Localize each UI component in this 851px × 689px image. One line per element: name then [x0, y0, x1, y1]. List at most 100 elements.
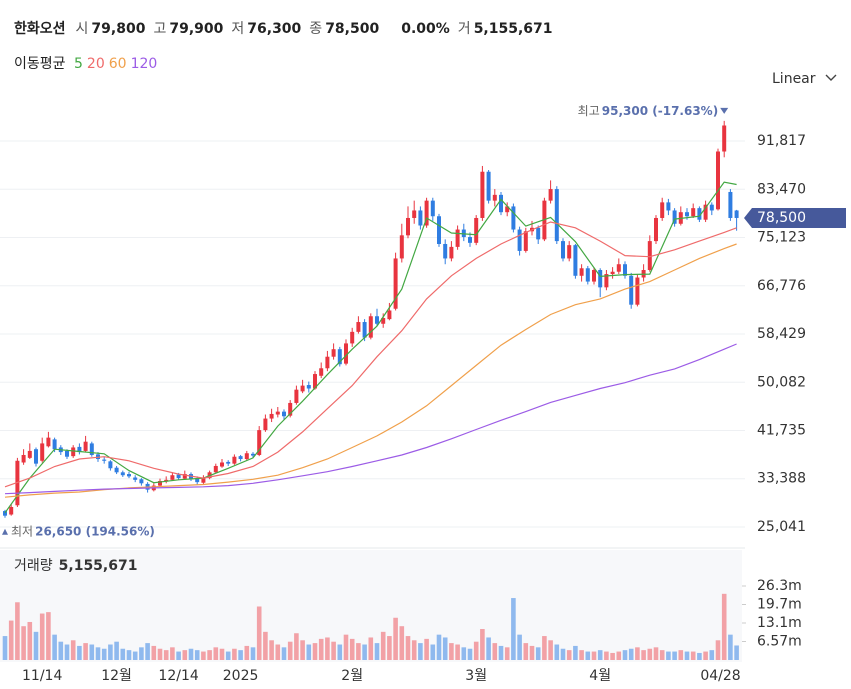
- volume-bar: [232, 648, 237, 660]
- volume-bar: [83, 643, 88, 660]
- candle-body: [306, 385, 311, 389]
- candle-body: [170, 475, 175, 480]
- y-tick-label: 83,470: [757, 181, 806, 197]
- volume-bar: [114, 641, 119, 660]
- chevron-icon: [825, 74, 837, 81]
- candle-body: [579, 268, 584, 276]
- volume-bar: [182, 650, 188, 660]
- candle-body: [406, 217, 410, 236]
- candle-body: [313, 374, 317, 389]
- volume-bar: [597, 650, 603, 660]
- volume-bar: [15, 602, 20, 660]
- ma-line: [4, 181, 737, 514]
- volume-value: 5,155,671: [473, 21, 553, 37]
- volume-bar: [287, 641, 293, 660]
- price-tag-label: 78,500: [757, 210, 806, 226]
- candle-body: [201, 477, 206, 483]
- volume-bar: [101, 648, 107, 660]
- candle-body: [511, 206, 516, 230]
- volume-bar: [8, 620, 14, 660]
- volume-bar: [275, 644, 281, 660]
- x-tick-label: 12월: [101, 668, 132, 684]
- volume-bar: [281, 647, 287, 660]
- volume-bar: [529, 645, 535, 660]
- volume-bar: [145, 643, 150, 660]
- volume-bar: [554, 644, 560, 660]
- candle-body: [567, 245, 572, 259]
- volume-bar: [411, 640, 417, 660]
- candle-body: [325, 356, 330, 369]
- candle-body: [9, 507, 14, 515]
- volume-bar: [170, 647, 175, 660]
- change-value: 0.00%: [401, 21, 450, 37]
- x-tick-label: 4월: [589, 668, 611, 684]
- volume-title-label: 거래량: [14, 558, 53, 574]
- volume-bar: [622, 650, 628, 660]
- volume-bar: [610, 652, 615, 660]
- volume-bar: [461, 647, 467, 660]
- volume-bar: [52, 634, 57, 660]
- ma-legend-entry[interactable]: 60: [108, 56, 127, 72]
- volume-bar: [449, 643, 454, 660]
- candle-body: [89, 443, 94, 455]
- ma-legend-entry[interactable]: 5: [73, 56, 83, 72]
- volume-bar: [573, 645, 578, 660]
- volume-bar: [163, 650, 169, 660]
- volume-bar: [349, 638, 355, 660]
- scale-button[interactable]: Linear: [772, 71, 837, 87]
- volume-bar: [2, 636, 8, 660]
- candle-body: [337, 349, 342, 365]
- volume-bar: [579, 650, 584, 660]
- volume-bar: [225, 651, 231, 660]
- candle-body: [430, 200, 435, 217]
- volume-bar: [368, 637, 374, 660]
- volume-bar: [697, 652, 702, 660]
- candle-body: [455, 229, 460, 247]
- candle-body: [77, 446, 82, 453]
- volume-bar: [120, 648, 126, 660]
- close-label: 종: [309, 21, 323, 37]
- candle-body: [505, 206, 510, 213]
- volume-tick-label: 19.7m: [757, 596, 802, 612]
- candle-body: [716, 151, 720, 210]
- candle-body: [474, 217, 479, 243]
- volume-bar: [387, 636, 392, 660]
- x-tick-label: 11/14: [22, 668, 62, 684]
- candle-body: [616, 264, 621, 272]
- candle-body: [368, 316, 373, 338]
- ma-line: [4, 243, 737, 498]
- min-arrow: [2, 528, 8, 535]
- volume-bar: [542, 636, 547, 660]
- volume-bar: [151, 645, 157, 660]
- ma-legend[interactable]: 이동평균 5 20 60 120: [14, 53, 161, 73]
- candle-body: [151, 485, 156, 491]
- y-tick-label: 41,735: [757, 422, 806, 438]
- ma-legend-entry[interactable]: 20: [86, 56, 105, 72]
- volume-bar: [139, 647, 144, 660]
- candle-body: [269, 413, 274, 419]
- max-text: 95,300 (-17.63%): [602, 103, 718, 117]
- volume-bar: [362, 644, 367, 660]
- volume-bar: [703, 651, 708, 660]
- candle-body: [220, 462, 224, 467]
- candle-body: [65, 450, 69, 457]
- candle-body: [672, 210, 677, 224]
- volume-bar: [343, 634, 349, 660]
- volume-bar: [709, 650, 715, 660]
- candle-body: [238, 456, 243, 460]
- ma-legend-entry[interactable]: 120: [130, 56, 158, 72]
- volume-bar: [647, 648, 653, 660]
- candle-body: [499, 194, 503, 213]
- volume-bar: [678, 650, 684, 660]
- volume-bar: [728, 634, 733, 660]
- volume-bar: [95, 647, 101, 660]
- volume-tick-label: 26.3m: [757, 578, 802, 594]
- candle-body: [282, 411, 286, 417]
- volume-bar: [560, 648, 566, 660]
- volume-bar: [430, 644, 436, 660]
- candle-body: [722, 125, 727, 152]
- volume-bar: [77, 645, 82, 660]
- y-tick-label: 33,388: [757, 471, 806, 487]
- candle-body: [350, 331, 355, 344]
- volume-bar: [517, 634, 522, 660]
